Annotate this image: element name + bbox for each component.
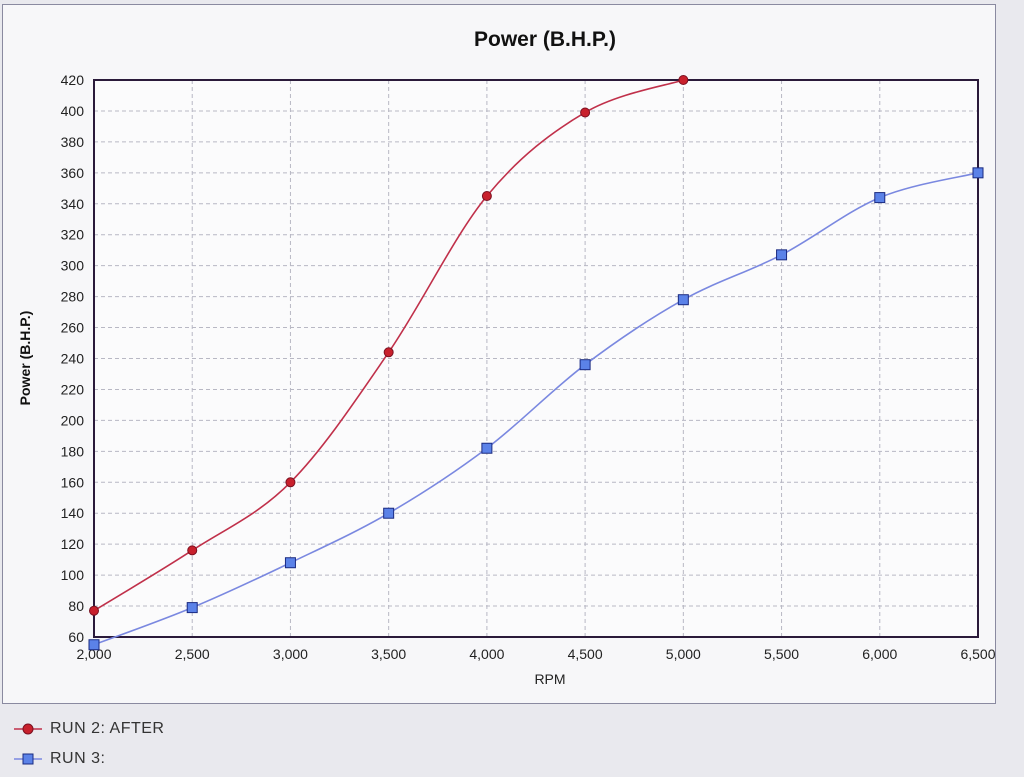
x-tick-label: 4,500 bbox=[568, 646, 603, 662]
x-tick-label: 5,500 bbox=[764, 646, 799, 662]
x-tick-label: 3,000 bbox=[273, 646, 308, 662]
y-tick-label: 360 bbox=[61, 165, 85, 181]
data-point bbox=[677, 294, 689, 306]
y-tick-label: 280 bbox=[61, 289, 85, 305]
legend-marker-circle-icon bbox=[14, 723, 42, 735]
x-tick-label: 6,500 bbox=[960, 646, 995, 662]
y-tick-label: 80 bbox=[68, 598, 84, 614]
chart-title: Power (B.H.P.) bbox=[474, 28, 616, 51]
data-point bbox=[186, 602, 198, 614]
y-tick-label: 60 bbox=[68, 629, 84, 645]
data-point bbox=[89, 605, 99, 616]
data-point bbox=[579, 359, 591, 371]
data-point bbox=[88, 639, 100, 651]
y-tick-label: 240 bbox=[61, 351, 85, 367]
data-point bbox=[285, 477, 296, 488]
data-point bbox=[580, 107, 591, 118]
x-tick-label: 6,000 bbox=[862, 646, 897, 662]
y-tick-label: 220 bbox=[61, 381, 85, 397]
y-tick-label: 340 bbox=[61, 196, 85, 212]
y-tick-label: 260 bbox=[61, 320, 85, 336]
x-axis-ticks: 2,000 2,500 3,000 3,500 4,000 4,500 5,000 5,500… bbox=[76, 646, 995, 662]
data-point bbox=[874, 192, 886, 204]
x-axis-label: RPM bbox=[534, 671, 565, 687]
legend: RUN 2: AFTER RUN 3: bbox=[0, 712, 1024, 777]
y-tick-label: 200 bbox=[61, 412, 85, 428]
legend-label-run-3: RUN 3: bbox=[50, 750, 106, 767]
y-tick-label: 380 bbox=[61, 134, 85, 150]
x-tick-label: 2,000 bbox=[76, 646, 111, 662]
y-tick-label: 160 bbox=[61, 474, 85, 490]
data-point bbox=[383, 347, 394, 358]
data-point bbox=[187, 545, 198, 556]
y-tick-label: 320 bbox=[61, 227, 85, 243]
power-chart: Power (B.H.P.) 60 80 100 120 140 160 180 200 220… bbox=[17, 28, 996, 687]
data-point bbox=[678, 75, 689, 85]
y-tick-label: 140 bbox=[61, 505, 85, 521]
y-axis-label: Power (B.H.P.) bbox=[17, 311, 33, 406]
legend-item-run-3: RUN 3: bbox=[14, 750, 105, 768]
x-tick-label: 5,000 bbox=[666, 646, 701, 662]
y-tick-label: 300 bbox=[61, 258, 85, 274]
x-tick-label: 2,500 bbox=[175, 646, 210, 662]
y-tick-label: 120 bbox=[61, 536, 85, 552]
series-line-run-3 bbox=[93, 172, 979, 646]
series bbox=[88, 75, 984, 651]
y-tick-label: 100 bbox=[61, 567, 85, 583]
y-tick-label: 400 bbox=[61, 103, 85, 119]
x-tick-label: 4,000 bbox=[469, 646, 504, 662]
data-point bbox=[284, 557, 296, 569]
data-point bbox=[776, 249, 788, 261]
legend-marker-square-icon bbox=[14, 753, 42, 765]
grid bbox=[94, 80, 978, 637]
y-tick-label: 420 bbox=[61, 72, 85, 88]
data-point bbox=[383, 507, 395, 519]
x-tick-label: 3,500 bbox=[371, 646, 406, 662]
y-axis-ticks: 60 80 100 120 140 160 180 200 220 240 260 280 300 320… bbox=[61, 72, 85, 645]
y-tick-label: 180 bbox=[61, 443, 85, 459]
data-point bbox=[481, 191, 492, 202]
data-point bbox=[972, 167, 984, 179]
legend-item-run-2: RUN 2: AFTER bbox=[14, 720, 164, 738]
legend-label-run-2: RUN 2: AFTER bbox=[50, 720, 165, 737]
plot-area bbox=[93, 79, 979, 638]
data-point bbox=[481, 442, 493, 454]
